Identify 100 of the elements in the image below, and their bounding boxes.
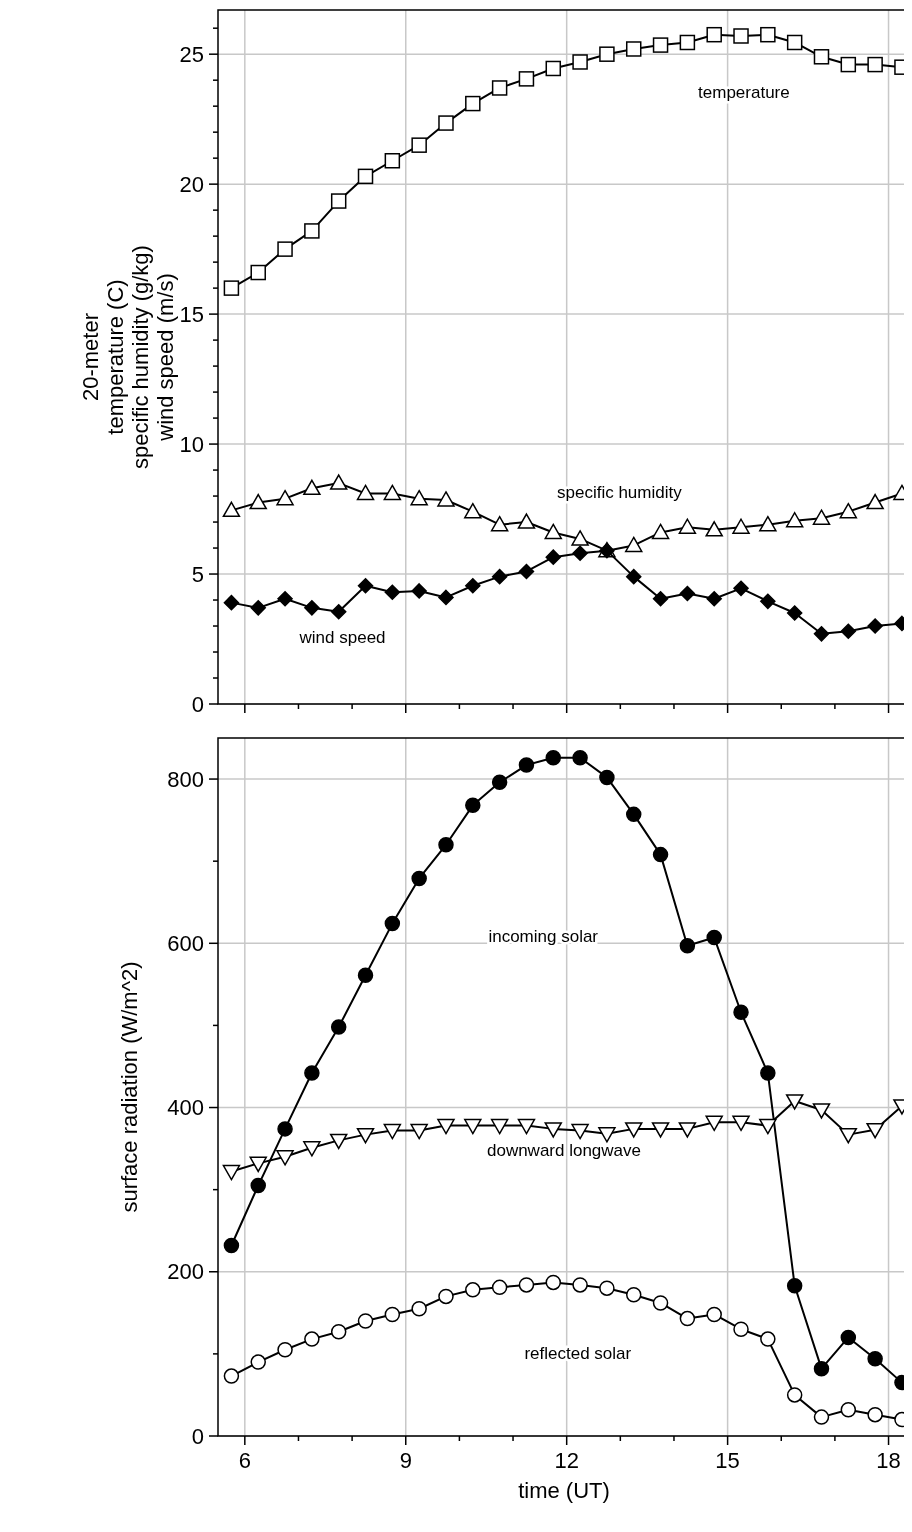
point bbox=[840, 56, 857, 73]
point bbox=[250, 1354, 266, 1370]
point bbox=[465, 797, 481, 814]
annotation: downward longwave bbox=[486, 1141, 642, 1161]
point bbox=[357, 967, 374, 984]
point bbox=[679, 585, 696, 602]
point bbox=[652, 590, 669, 607]
point bbox=[330, 603, 347, 620]
point bbox=[545, 1274, 562, 1291]
point bbox=[437, 1118, 455, 1135]
point bbox=[411, 137, 427, 153]
point bbox=[572, 749, 588, 766]
point bbox=[411, 583, 427, 599]
point bbox=[491, 568, 508, 585]
point bbox=[250, 264, 266, 281]
point bbox=[679, 1310, 696, 1327]
point bbox=[813, 1409, 830, 1425]
point bbox=[465, 1282, 481, 1298]
point bbox=[705, 521, 723, 537]
point bbox=[304, 600, 320, 616]
point bbox=[384, 584, 401, 600]
point bbox=[222, 1164, 241, 1181]
point bbox=[329, 474, 348, 490]
point bbox=[410, 489, 428, 506]
point bbox=[598, 1127, 616, 1143]
point bbox=[464, 1118, 482, 1135]
point bbox=[785, 1094, 804, 1110]
point bbox=[438, 115, 454, 131]
point bbox=[223, 280, 240, 296]
point bbox=[625, 568, 642, 585]
point bbox=[437, 491, 455, 507]
y-tick-label: 800 bbox=[167, 766, 204, 792]
point bbox=[572, 545, 588, 561]
point bbox=[599, 769, 615, 786]
point bbox=[357, 1313, 374, 1329]
point bbox=[545, 60, 562, 77]
point bbox=[571, 1123, 589, 1140]
point bbox=[599, 46, 615, 62]
point bbox=[303, 1141, 321, 1157]
point bbox=[624, 536, 643, 553]
point bbox=[786, 1277, 803, 1294]
point bbox=[491, 80, 508, 96]
y-tick-label: 0 bbox=[191, 691, 204, 717]
point bbox=[357, 168, 374, 185]
point bbox=[705, 1115, 723, 1132]
point bbox=[464, 502, 482, 519]
annotation: temperature bbox=[698, 82, 790, 102]
point bbox=[706, 929, 722, 946]
point bbox=[679, 938, 696, 954]
point bbox=[330, 1019, 347, 1035]
y-tick-label: 5 bbox=[191, 561, 204, 587]
point bbox=[840, 1401, 857, 1418]
y-tick-label: 15 bbox=[179, 301, 204, 327]
point bbox=[624, 1122, 643, 1138]
x-tick-label: 15 bbox=[715, 1448, 740, 1473]
point bbox=[786, 1387, 803, 1403]
y-tick-label: 10 bbox=[179, 431, 204, 457]
point bbox=[518, 563, 535, 580]
point bbox=[625, 41, 642, 57]
point bbox=[223, 1368, 240, 1384]
point bbox=[465, 95, 481, 112]
point bbox=[572, 1277, 588, 1293]
point bbox=[518, 757, 535, 773]
point bbox=[733, 28, 749, 44]
point bbox=[786, 605, 803, 621]
point bbox=[812, 509, 831, 525]
point bbox=[357, 577, 374, 594]
point bbox=[545, 549, 562, 565]
point bbox=[250, 600, 266, 616]
point bbox=[572, 54, 588, 70]
point bbox=[518, 71, 535, 87]
point bbox=[491, 1279, 508, 1296]
point bbox=[651, 523, 670, 540]
point bbox=[223, 594, 240, 611]
point bbox=[760, 593, 776, 610]
point bbox=[678, 1122, 697, 1138]
point bbox=[249, 493, 267, 510]
point bbox=[276, 489, 294, 506]
point bbox=[625, 806, 642, 823]
point bbox=[813, 1360, 830, 1377]
point bbox=[277, 241, 293, 257]
point bbox=[384, 153, 401, 169]
point bbox=[652, 37, 669, 53]
point bbox=[490, 515, 509, 532]
point bbox=[813, 49, 830, 65]
point bbox=[651, 1122, 670, 1138]
point bbox=[733, 580, 749, 597]
y-tick-label: 600 bbox=[167, 930, 204, 956]
point bbox=[545, 749, 562, 766]
x-axis-title: time (UT) bbox=[518, 1478, 610, 1503]
point bbox=[383, 484, 402, 501]
point bbox=[411, 1300, 427, 1317]
point bbox=[356, 484, 375, 501]
point bbox=[813, 626, 830, 642]
point bbox=[732, 518, 750, 534]
point bbox=[678, 518, 697, 534]
point bbox=[517, 1118, 536, 1135]
point bbox=[812, 1103, 831, 1119]
point bbox=[706, 590, 722, 607]
point bbox=[867, 56, 883, 73]
